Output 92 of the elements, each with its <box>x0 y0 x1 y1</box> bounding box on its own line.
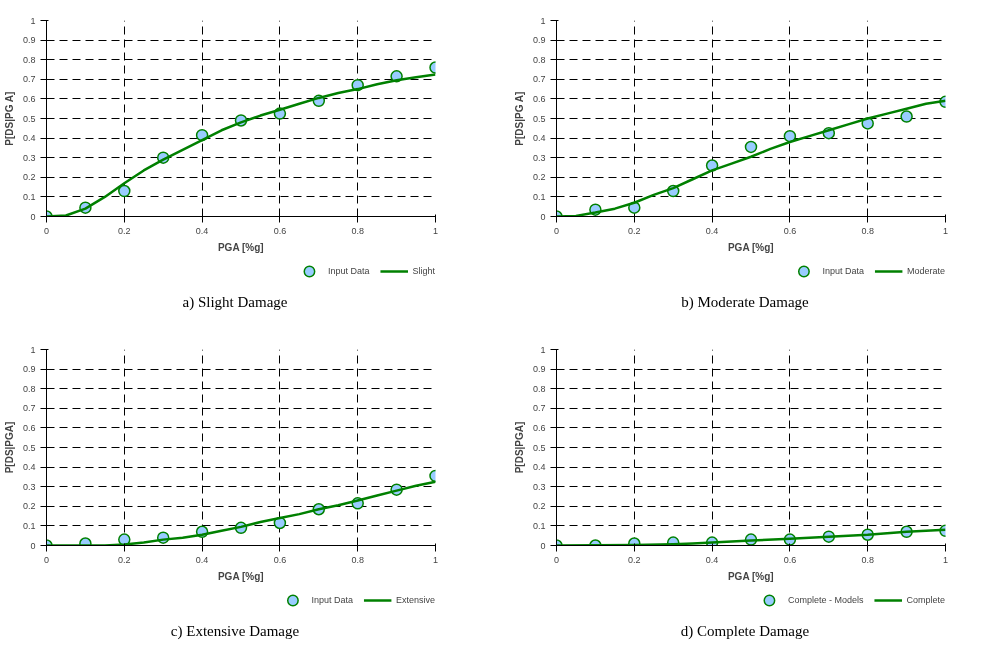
x-tick-label: 0.2 <box>118 554 131 565</box>
y-tick-label: 0.3 <box>532 152 546 163</box>
legend-label: Extensive <box>395 594 435 607</box>
x-tick-label: 0.8 <box>861 225 874 236</box>
point <box>900 110 913 123</box>
y-tick-label: 0.1 <box>532 191 546 202</box>
y-tick-label: 1 <box>540 15 546 26</box>
x-tick-label: 0.4 <box>195 554 209 565</box>
legend-label: Complete - Models <box>787 594 864 607</box>
text: d) Complete Damage <box>680 622 810 641</box>
x-tick-label: 0 <box>44 225 50 236</box>
x-tick-label: 1 <box>943 554 949 565</box>
legend-label: Moderate <box>906 265 945 278</box>
x-tick-label: 0.2 <box>628 554 641 565</box>
y-tick-label: 0.4 <box>22 133 36 144</box>
y-tick-label: 0.2 <box>22 501 36 512</box>
y-tick-label: 0.6 <box>532 93 546 104</box>
x-tick-label: 1 <box>943 225 949 236</box>
y-axis-title: P[DS|PG A] <box>513 91 525 146</box>
y-tick-label: 0.4 <box>532 133 546 144</box>
y-tick-label: 0.5 <box>22 442 36 453</box>
y-tick-label: 0.7 <box>532 74 546 85</box>
text: b) Moderate Damage <box>681 293 809 312</box>
x-axis-title: PGA [%g] <box>217 241 264 253</box>
y-tick-label: 0.6 <box>22 422 36 433</box>
x-tick-label: 0.8 <box>351 225 364 236</box>
y-tick-label: 0.2 <box>532 501 546 512</box>
y-tick-label: 0.9 <box>22 364 36 375</box>
x-tick-label: 0.8 <box>351 554 364 565</box>
legend-label: Input Data <box>822 265 864 278</box>
y-tick-label: 0.5 <box>532 113 546 124</box>
y-tick-label: 0.1 <box>22 191 36 202</box>
y-tick-label: 1 <box>30 15 36 26</box>
x-axis-title: PGA [%g] <box>217 570 264 582</box>
y-tick-label: 0.9 <box>532 364 546 375</box>
point <box>744 140 758 154</box>
text: a) Slight Damage <box>182 293 288 312</box>
x-tick-label: 0.2 <box>118 225 131 236</box>
y-tick-label: 0.3 <box>532 481 546 492</box>
legend-label: Input Data <box>311 594 353 607</box>
y-tick-label: 0 <box>30 540 36 551</box>
y-tick-label: 0.6 <box>22 93 36 104</box>
y-tick-label: 0.2 <box>22 172 36 183</box>
x-tick-label: 0.6 <box>783 554 797 565</box>
x-tick-label: 0.4 <box>195 225 209 236</box>
text: c) Extensive Damage <box>170 622 300 641</box>
y-tick-label: 0.2 <box>532 172 546 183</box>
legend-label: Input Data <box>327 265 370 278</box>
x-tick-label: 0.2 <box>628 225 641 236</box>
y-tick-label: 0.8 <box>532 54 546 65</box>
legend-label: Slight <box>412 265 435 278</box>
y-axis-title: P[DS|PGA] <box>3 421 15 474</box>
x-tick-label: 0 <box>554 225 560 236</box>
x-tick-label: 0.4 <box>705 554 719 565</box>
point <box>783 129 797 143</box>
x-tick-label: 1 <box>433 225 439 236</box>
x-tick-label: 0 <box>44 554 50 565</box>
legend-label: Complete <box>906 594 945 607</box>
x-tick-label: 0 <box>554 554 560 565</box>
y-tick-label: 0 <box>540 540 546 551</box>
y-tick-label: 0 <box>30 211 36 222</box>
y-tick-label: 0 <box>540 211 546 222</box>
y-tick-label: 0.9 <box>22 35 36 46</box>
x-axis-title: PGA [%g] <box>727 241 774 253</box>
y-tick-label: 0.8 <box>22 54 36 65</box>
y-tick-label: 0.3 <box>22 481 36 492</box>
x-tick-label: 0.8 <box>861 554 874 565</box>
y-tick-label: 0.8 <box>22 383 36 394</box>
y-tick-label: 0.1 <box>532 520 546 531</box>
y-tick-label: 0.5 <box>22 113 36 124</box>
y-tick-label: 0.4 <box>532 462 546 473</box>
y-axis-title: P[DS|PGA] <box>513 421 525 474</box>
y-tick-label: 1 <box>30 344 36 355</box>
y-axis-title: P[DS|PG A] <box>3 91 15 146</box>
y-tick-label: 0.7 <box>532 403 546 414</box>
y-tick-label: 0.9 <box>532 35 546 46</box>
y-tick-label: 0.5 <box>532 442 546 453</box>
y-tick-label: 0.6 <box>532 422 546 433</box>
y-tick-label: 0.3 <box>22 152 36 163</box>
x-tick-label: 0.6 <box>783 225 797 236</box>
x-tick-label: 0.4 <box>705 225 719 236</box>
x-tick-label: 0.6 <box>273 225 287 236</box>
y-tick-label: 0.8 <box>532 383 546 394</box>
point <box>118 184 131 198</box>
y-tick-label: 0.7 <box>22 74 36 85</box>
y-tick-label: 1 <box>540 344 546 355</box>
x-axis-title: PGA [%g] <box>727 570 774 582</box>
y-tick-label: 0.1 <box>22 520 36 531</box>
x-tick-label: 0.6 <box>273 554 287 565</box>
y-tick-label: 0.4 <box>22 462 36 473</box>
y-tick-label: 0.7 <box>22 403 36 414</box>
x-tick-label: 1 <box>433 554 439 565</box>
